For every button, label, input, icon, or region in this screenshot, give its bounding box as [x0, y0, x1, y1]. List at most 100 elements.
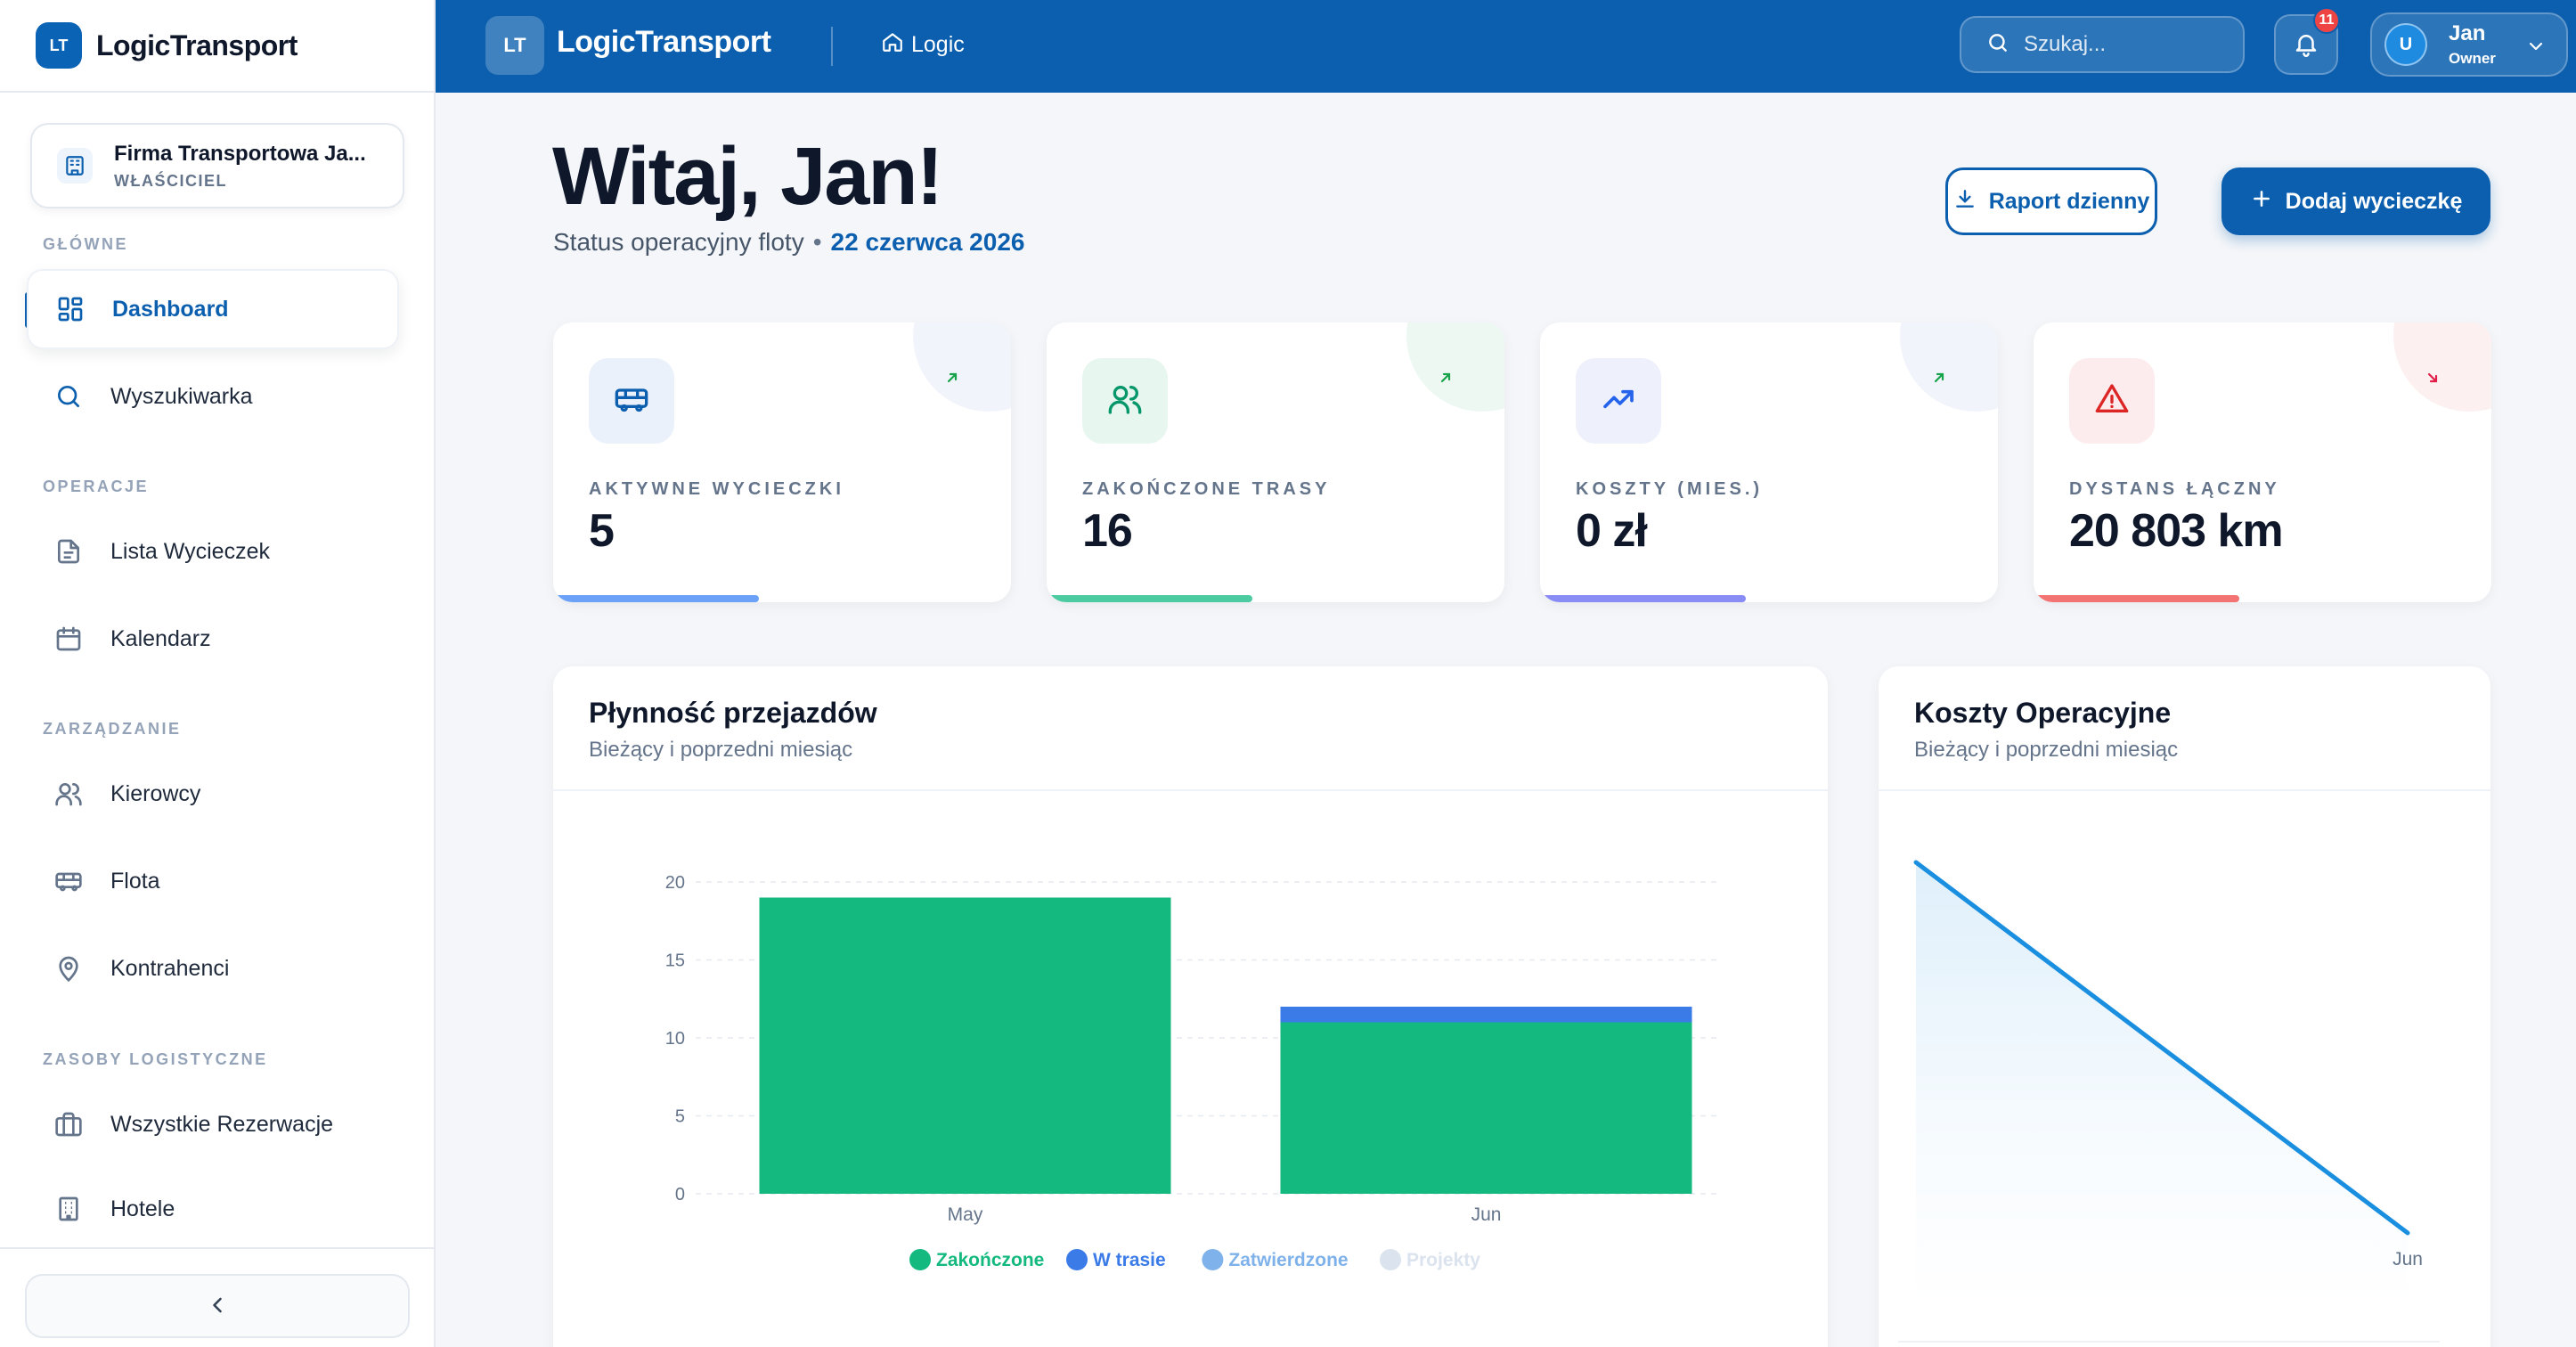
sidebar-item-search[interactable]: Wyszukiwarka	[27, 356, 399, 437]
kpi-value: 5	[589, 505, 615, 557]
user-role: Owner	[2449, 50, 2496, 67]
header-divider	[831, 27, 833, 66]
user-name: Jan	[2449, 21, 2486, 45]
kpi-label: ZAKOŃCZONE TRASY	[1082, 479, 1331, 499]
chevron-left-icon	[205, 1293, 230, 1320]
kpi-value: 16	[1082, 505, 1133, 557]
building-icon	[57, 148, 93, 184]
legend-label: Zakończone	[936, 1250, 1044, 1270]
brand-logo: LT	[36, 22, 82, 69]
sidebar-item-label: Hotele	[110, 1196, 175, 1221]
kpi-progress-bar	[1047, 595, 1253, 602]
sidebar-item-label: Lista Wycieczek	[110, 538, 270, 564]
kpi-card-costs[interactable]: KOSZTY (MIES.) 0 zł	[1540, 322, 1998, 602]
flow-chart: 0 5 10 15 20 May Jun Zakończone W trasie Zatwierd…	[665, 873, 1720, 1270]
legend-label: Zatwierdzone	[1228, 1250, 1348, 1270]
home-icon	[881, 30, 904, 60]
kpi-card-active-trips[interactable]: AKTYWNE WYCIECZKI 5	[553, 322, 1011, 602]
daily-report-label: Raport dzienny	[1988, 188, 2150, 214]
kpi-card-distance[interactable]: DYSTANS ŁĄCZNY 20 803 km	[2034, 322, 2491, 602]
bus-icon	[614, 381, 649, 421]
user-menu[interactable]: U Jan Owner	[2370, 12, 2568, 77]
chart-subtitle: Bieżący i poprzedni miesiąc	[1914, 738, 2179, 762]
sidebar-brand[interactable]: LT LogicTransport	[0, 0, 436, 93]
daily-report-button[interactable]: Raport dzienny	[1945, 167, 2157, 235]
avatar: U	[2384, 23, 2427, 66]
briefcase-icon	[53, 1109, 84, 1139]
sidebar-item-label: Wyszukiwarka	[110, 383, 253, 409]
chevron-down-icon	[2525, 36, 2547, 61]
kpi-label: KOSZTY (MIES.)	[1576, 479, 1764, 499]
top-header: LT LogicTransport Logic 11 U Jan Owner	[436, 0, 2576, 93]
y-tick-label: 0	[675, 1185, 685, 1204]
legend-swatch	[909, 1249, 931, 1270]
building-icon	[53, 1194, 84, 1224]
sidebar-item-label: Kierowcy	[110, 780, 201, 806]
nav-section-logistics: ZASOBY LOGISTYCZNE	[43, 1050, 268, 1068]
legend-swatch	[1380, 1249, 1401, 1270]
brand-name: LogicTransport	[96, 29, 298, 61]
y-tick-label: 20	[665, 873, 685, 893]
collapse-sidebar-button[interactable]	[25, 1274, 410, 1338]
kpi-progress-bar	[553, 595, 760, 602]
y-tick-label: 10	[665, 1029, 685, 1049]
header-logo[interactable]: LT	[485, 16, 544, 75]
arrow-down-right-icon	[2422, 367, 2443, 388]
sidebar-item-label: Wszystkie Rezerwacje	[110, 1111, 334, 1137]
bell-icon	[2293, 30, 2319, 60]
trending-up-icon	[1601, 381, 1636, 421]
kpi-card-completed-routes[interactable]: ZAKOŃCZONE TRASY 16	[1047, 322, 1504, 602]
sidebar-item-drivers[interactable]: Kierowcy	[27, 754, 399, 834]
costs-chart: Jun	[1898, 860, 2440, 1343]
search-box[interactable]	[1960, 16, 2245, 73]
legend-swatch	[1066, 1249, 1088, 1270]
add-trip-button[interactable]: Dodaj wycieczkę	[2221, 167, 2490, 235]
separator: •	[812, 228, 822, 256]
sidebar-item-reservations[interactable]: Wszystkie Rezerwacje	[27, 1084, 399, 1164]
calendar-icon	[53, 624, 84, 654]
y-tick-label: 5	[675, 1107, 685, 1127]
nav-section-management: ZARZĄDZANIE	[43, 720, 182, 738]
cost-area	[1916, 862, 2408, 1304]
bus-icon	[53, 866, 84, 896]
legend-item[interactable]: Projekty	[1380, 1249, 1480, 1270]
document-icon	[53, 536, 84, 567]
page-subtitle: Status operacyjny floty • 22 czerwca 2026	[553, 228, 1024, 257]
legend-item[interactable]: W trasie	[1066, 1249, 1166, 1270]
company-name: Firma Transportowa Ja...	[114, 141, 366, 166]
chart-title: Płynność przejazdów	[589, 697, 877, 729]
notifications-button[interactable]	[2274, 14, 2338, 75]
sidebar-item-contractors[interactable]: Kontrahenci	[27, 928, 399, 1008]
notification-badge: 11	[2313, 7, 2340, 34]
bar-segment	[1280, 1007, 1692, 1023]
card-divider	[1879, 789, 2490, 791]
legend-label: W trasie	[1093, 1250, 1166, 1270]
sidebar-item-dashboard[interactable]: Dashboard	[27, 269, 399, 349]
download-icon	[1953, 187, 1977, 216]
company-switcher[interactable]: Firma Transportowa Ja... WŁAŚCICIEL	[30, 123, 404, 208]
legend-item[interactable]: Zatwierdzone	[1202, 1249, 1349, 1270]
kpi-progress-bar	[2034, 595, 2240, 602]
search-input[interactable]	[2024, 32, 2229, 57]
kpi-icon-box	[1576, 358, 1661, 444]
bar-segment	[759, 897, 1171, 1194]
kpi-icon-box	[589, 358, 674, 444]
status-text: Status operacyjny floty	[553, 228, 804, 256]
legend-label: Projekty	[1406, 1250, 1480, 1270]
sidebar-item-hotels[interactable]: Hotele	[27, 1171, 399, 1246]
sidebar-item-trips[interactable]: Lista Wycieczek	[27, 511, 399, 592]
kpi-progress-bar	[1540, 595, 1747, 602]
nav-section-main: GŁÓWNE	[43, 235, 128, 253]
arrow-up-right-icon	[1928, 367, 1950, 388]
plus-icon	[2250, 187, 2273, 216]
chart-subtitle: Bieżący i poprzedni miesiąc	[589, 738, 853, 762]
sidebar-item-label: Kontrahenci	[110, 955, 230, 981]
x-tick-label: Jun	[1471, 1204, 1502, 1225]
sidebar-item-calendar[interactable]: Kalendarz	[27, 599, 399, 679]
breadcrumb[interactable]: Logic	[881, 30, 965, 60]
legend-item[interactable]: Zakończone	[909, 1249, 1044, 1270]
sidebar-item-fleet[interactable]: Flota	[27, 841, 399, 921]
kpi-value: 0 zł	[1576, 505, 1648, 557]
header-app-name: LogicTransport	[557, 25, 771, 59]
users-icon	[1107, 381, 1143, 421]
